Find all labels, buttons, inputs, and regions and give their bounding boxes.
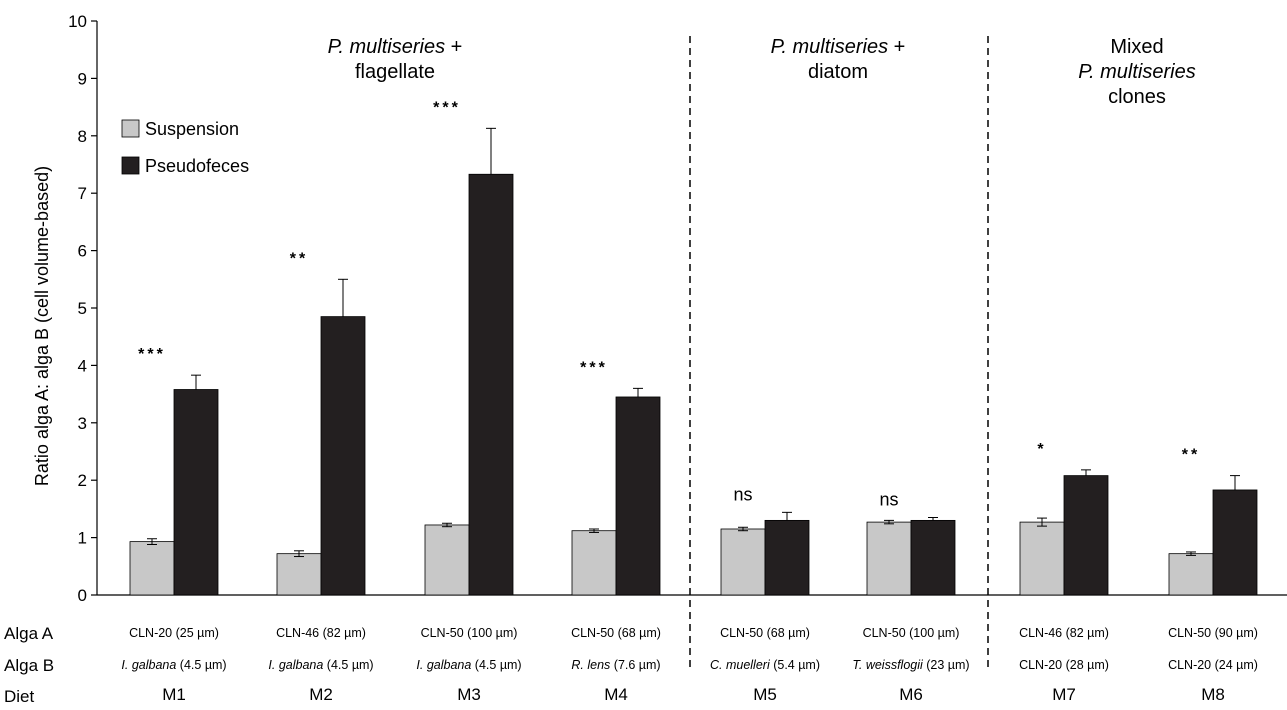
group-label-line: clones — [1108, 86, 1166, 108]
bar-pseudofeces-m7 — [1063, 475, 1109, 596]
y-tick-label: 8 — [78, 127, 87, 146]
significance-label: * — [1037, 441, 1046, 458]
diet-label: M4 — [604, 685, 628, 704]
bar-pseudofeces-m8 — [1212, 489, 1258, 596]
group-label-line: P. multiseries + — [771, 36, 906, 58]
diet-label: M2 — [309, 685, 333, 704]
diet-label: M6 — [899, 685, 923, 704]
significance-label: ** — [290, 250, 308, 267]
bar-pseudofeces-m3 — [468, 173, 514, 596]
alga-a-cell: CLN-20 (25 µm) — [129, 626, 219, 640]
significance-label: *** — [580, 359, 608, 376]
diet-label: M8 — [1201, 685, 1225, 704]
group-labels: P. multiseries + flagellate P. multiseries… — [328, 36, 1196, 108]
diet-label: M1 — [162, 685, 186, 704]
y-tick-label: 5 — [78, 299, 87, 318]
significance-label: *** — [433, 99, 461, 116]
alga-a-cell: CLN-46 (82 µm) — [276, 626, 366, 640]
alga-b-cell: I. galbana (4.5 µm) — [121, 658, 226, 672]
group-label-line: P. multiseries + — [328, 36, 463, 58]
y-tick-label: 4 — [78, 356, 87, 375]
y-tick-label: 3 — [78, 414, 87, 433]
y-axis-label: Ratio alga A: alga B (cell volume-based) — [32, 166, 52, 486]
bar-suspension-m3 — [424, 524, 470, 596]
bar-suspension-m1 — [129, 541, 175, 596]
alga-b-cell: I. galbana (4.5 µm) — [268, 658, 373, 672]
alga-b-cell: R. lens (7.6 µm) — [571, 658, 660, 672]
group-label-line: flagellate — [355, 61, 435, 83]
significance-label: *** — [138, 346, 166, 363]
alga-a-cell: CLN-50 (100 µm) — [421, 626, 518, 640]
diet-label: M5 — [753, 685, 777, 704]
alga-b-cell: CLN-20 (24 µm) — [1168, 658, 1258, 672]
table-row-title: Diet — [4, 687, 35, 706]
group-label-line: P. multiseries — [1078, 61, 1195, 83]
error-bars — [147, 127, 1240, 558]
significance-label: ns — [879, 490, 898, 510]
legend-label: Pseudofeces — [145, 156, 249, 176]
table-row-title: Alga B — [4, 656, 54, 675]
y-tick-label: 0 — [78, 586, 87, 605]
significance-markers: ***********ns ns* ** — [138, 99, 1200, 510]
bar-suspension-m8 — [1168, 553, 1214, 596]
legend-swatch — [121, 156, 140, 175]
bar-suspension-m2 — [276, 553, 322, 596]
legend-label: Suspension — [145, 119, 239, 139]
alga-a-cell: CLN-46 (82 µm) — [1019, 626, 1109, 640]
bar-suspension-m5 — [720, 528, 766, 596]
y-tick-label: 10 — [68, 12, 87, 31]
bar-suspension-m4 — [571, 530, 617, 596]
alga-b-cell: C. muelleri (5.4 µm) — [710, 658, 820, 672]
table-row-title: Alga A — [4, 624, 54, 643]
alga-a-cell: CLN-50 (100 µm) — [863, 626, 960, 640]
bar-suspension-m7 — [1019, 521, 1065, 596]
bars — [129, 173, 1258, 596]
y-tick-label: 2 — [78, 471, 87, 490]
y-tick-label: 6 — [78, 242, 87, 261]
bar-pseudofeces-m5 — [764, 519, 810, 596]
diet-label: M3 — [457, 685, 481, 704]
significance-label: ns — [733, 484, 752, 504]
alga-a-cell: CLN-50 (68 µm) — [720, 626, 810, 640]
diet-label: M7 — [1052, 685, 1076, 704]
group-label-line: Mixed — [1110, 36, 1163, 58]
alga-b-cell: I. galbana (4.5 µm) — [416, 658, 521, 672]
group-dividers — [689, 36, 989, 668]
bar-suspension-m6 — [866, 521, 912, 596]
diet-table: Alga A Alga B Diet CLN-20 (25 µm) I. galbana… — [4, 624, 1258, 706]
group-label-line: diatom — [808, 61, 868, 83]
bar-pseudofeces-m6 — [910, 519, 956, 596]
alga-a-cell: CLN-50 (90 µm) — [1168, 626, 1258, 640]
significance-label: ** — [1182, 447, 1200, 464]
y-tick-label: 7 — [78, 184, 87, 203]
legend-swatch — [121, 119, 140, 138]
legend: Suspension Pseudofeces — [121, 119, 249, 176]
y-tick-label: 1 — [78, 529, 87, 548]
alga-a-cell: CLN-50 (68 µm) — [571, 626, 661, 640]
bar-pseudofeces-m2 — [320, 316, 366, 596]
bar-pseudofeces-m4 — [615, 396, 661, 596]
alga-b-cell: T. weissflogii (23 µm) — [852, 658, 969, 672]
y-tick-label: 9 — [78, 69, 87, 88]
bar-pseudofeces-m1 — [173, 389, 219, 596]
alga-b-cell: CLN-20 (28 µm) — [1019, 658, 1109, 672]
